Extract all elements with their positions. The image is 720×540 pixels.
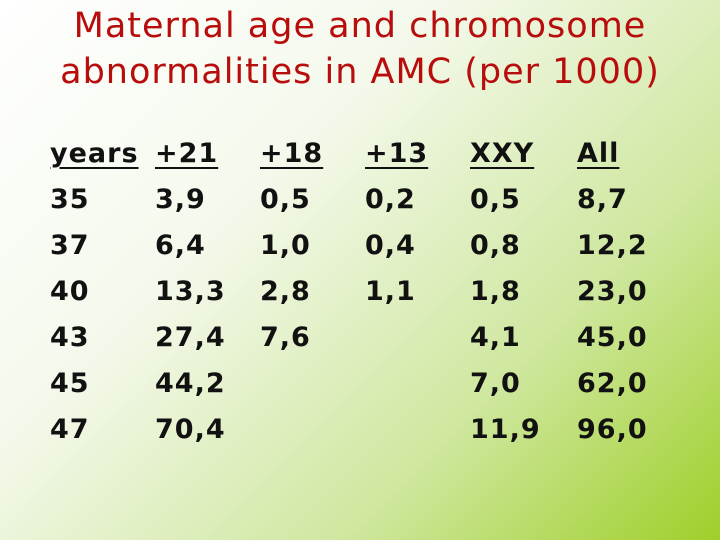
table-cell: 0,4	[365, 230, 416, 261]
title-line: abnormalities in AMC (per 1000)	[60, 52, 660, 92]
table-cell: 23,0	[577, 276, 648, 307]
table-cell: 96,0	[577, 414, 648, 445]
table-cell: 0,2	[365, 184, 416, 215]
table-cell: 7,6	[260, 322, 311, 353]
title-line: Maternal age and chromosome	[73, 6, 647, 46]
table-cell: 1,1	[365, 276, 416, 307]
table-cell: 13,3	[155, 276, 226, 307]
column-header: XXY	[470, 138, 535, 169]
table-cell: 40	[50, 276, 90, 307]
table-cell: 0,5	[260, 184, 311, 215]
column-header: +13	[365, 138, 429, 169]
table-cell: 0,8	[470, 230, 521, 261]
table-cell: 70,4	[155, 414, 226, 445]
table-cell: 6,4	[155, 230, 206, 261]
table-cell: 45,0	[577, 322, 648, 353]
table-cell: 45	[50, 368, 90, 399]
table-cell: 47	[50, 414, 90, 445]
table-cell: 1,0	[260, 230, 311, 261]
table-cell: 11,9	[470, 414, 541, 445]
table-cell: 3,9	[155, 184, 206, 215]
table-cell: 62,0	[577, 368, 648, 399]
table-cell: 44,2	[155, 368, 226, 399]
table-cell: 1,8	[470, 276, 521, 307]
table-cell: 8,7	[577, 184, 628, 215]
table-cell: 2,8	[260, 276, 311, 307]
column-header: All	[577, 138, 620, 169]
table-cell: 12,2	[577, 230, 648, 261]
table-cell: 0,5	[470, 184, 521, 215]
table-cell: 43	[50, 322, 90, 353]
column-header: years	[50, 138, 139, 169]
column-header: +21	[155, 138, 219, 169]
table-cell: 35	[50, 184, 90, 215]
table-cell: 27,4	[155, 322, 226, 353]
table-cell: 37	[50, 230, 90, 261]
table-cell: 7,0	[470, 368, 521, 399]
column-header: +18	[260, 138, 324, 169]
table-cell: 4,1	[470, 322, 521, 353]
